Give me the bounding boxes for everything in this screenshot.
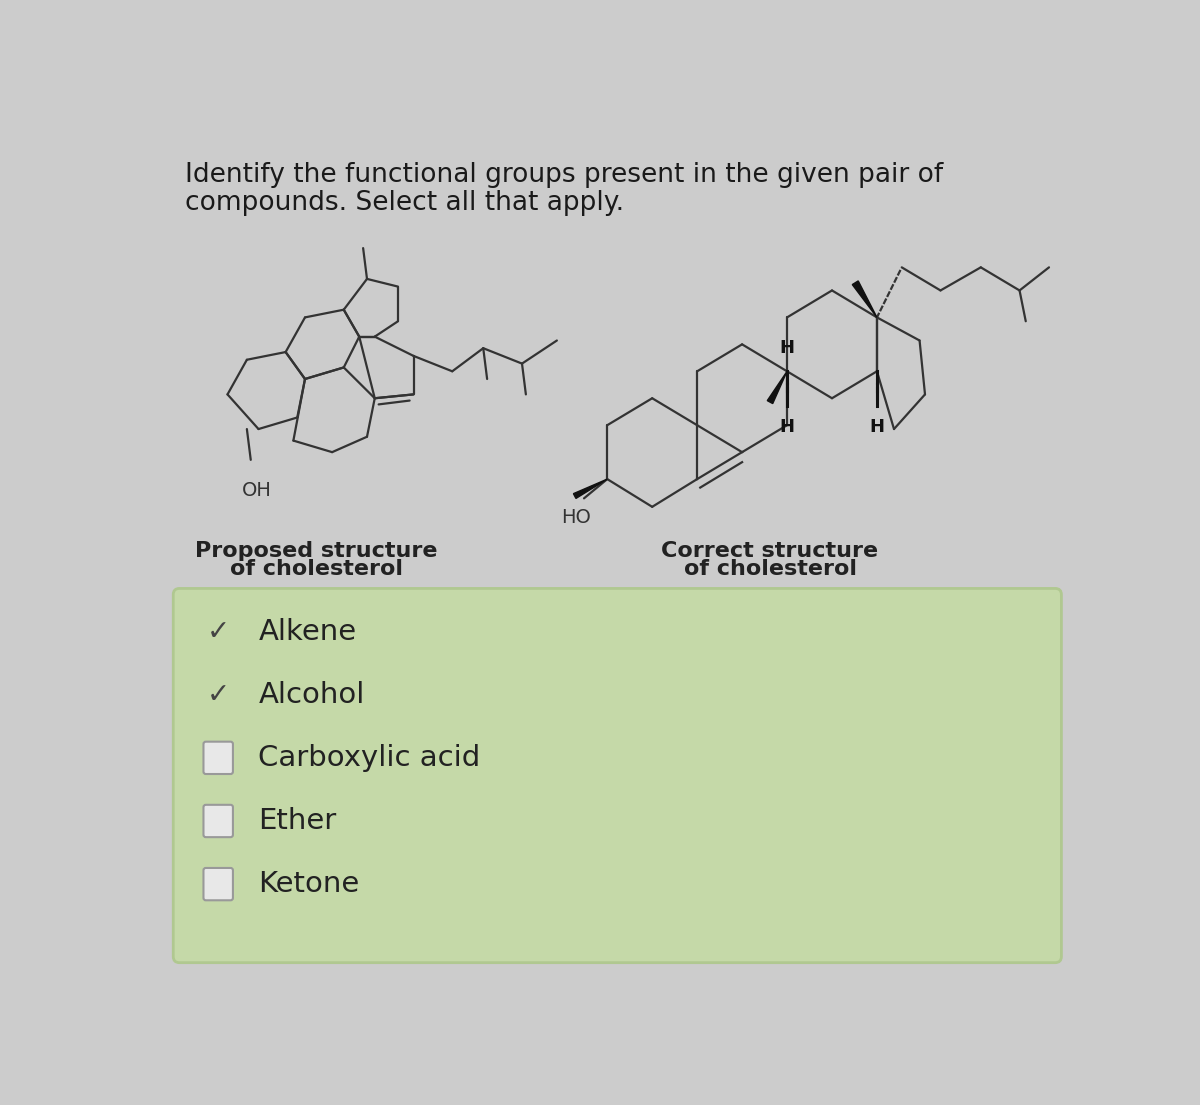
Text: H: H — [780, 339, 794, 357]
Text: Alkene: Alkene — [258, 618, 356, 645]
Text: ✓: ✓ — [206, 618, 230, 645]
Text: H: H — [870, 418, 884, 435]
Polygon shape — [574, 480, 607, 498]
FancyBboxPatch shape — [204, 867, 233, 901]
Text: compounds. Select all that apply.: compounds. Select all that apply. — [185, 190, 624, 217]
Text: Ketone: Ketone — [258, 870, 360, 898]
FancyBboxPatch shape — [173, 589, 1062, 962]
Text: OH: OH — [241, 482, 271, 501]
Text: HO: HO — [560, 508, 590, 527]
Text: of cholesterol: of cholesterol — [230, 559, 403, 579]
Text: Ether: Ether — [258, 807, 337, 835]
Text: Correct structure: Correct structure — [661, 540, 878, 560]
FancyBboxPatch shape — [204, 804, 233, 838]
Text: Carboxylic acid: Carboxylic acid — [258, 744, 481, 771]
Text: Alcohol: Alcohol — [258, 681, 365, 708]
Text: Proposed structure: Proposed structure — [196, 540, 438, 560]
Text: of cholesterol: of cholesterol — [684, 559, 857, 579]
Text: ✓: ✓ — [206, 681, 230, 708]
Text: Identify the functional groups present in the given pair of: Identify the functional groups present i… — [185, 161, 943, 188]
Polygon shape — [767, 371, 787, 403]
FancyBboxPatch shape — [204, 741, 233, 774]
Text: H: H — [780, 418, 794, 435]
Polygon shape — [852, 281, 877, 317]
